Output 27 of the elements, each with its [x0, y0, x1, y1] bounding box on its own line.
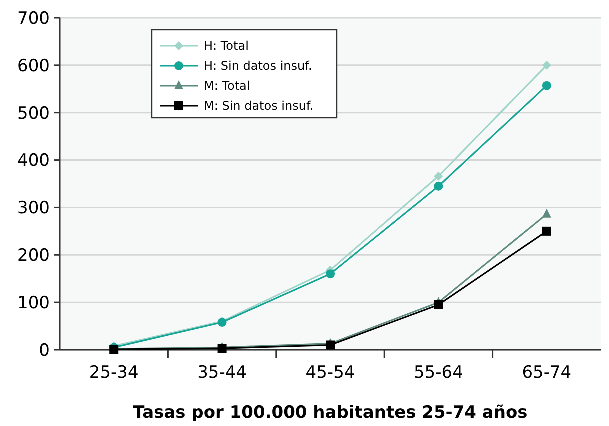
- y-tick-label: 200: [18, 246, 50, 266]
- legend-label: M: Total: [204, 79, 250, 94]
- y-tick-label: 100: [18, 294, 50, 314]
- point: [434, 182, 444, 191]
- x-tick-label: 65-74: [522, 363, 572, 383]
- point: [542, 60, 552, 70]
- x-tick-label: 45-54: [306, 363, 356, 383]
- y-tick-label: 0: [39, 340, 50, 361]
- y-tick-label: 700: [18, 8, 50, 29]
- point: [326, 270, 335, 279]
- x-tick-label: 25-34: [89, 363, 139, 383]
- point: [326, 340, 335, 350]
- y-tick-label: 600: [18, 56, 50, 76]
- y-tick-label: 400: [18, 151, 50, 172]
- point: [542, 226, 552, 236]
- y-tick-label: 500: [18, 104, 50, 124]
- point: [434, 300, 444, 310]
- x-axis-title: Tasas por 100.000 habitantes 25-74 años: [133, 403, 528, 423]
- x-tick-label: 55-64: [414, 363, 464, 383]
- legend-label: M: Sin datos insuf.: [204, 99, 314, 114]
- point: [542, 208, 552, 218]
- point: [542, 81, 552, 90]
- y-tick-label: 300: [18, 198, 50, 219]
- legend-label: H: Sin datos insuf.: [204, 59, 312, 74]
- point: [434, 172, 444, 181]
- legend-label: H: Total: [204, 39, 249, 54]
- x-tick-label: 35-44: [198, 363, 248, 383]
